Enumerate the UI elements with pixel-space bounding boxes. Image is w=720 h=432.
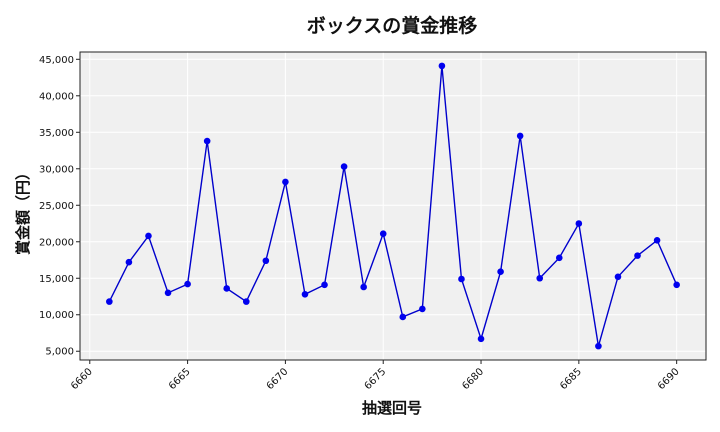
data-point	[555, 254, 563, 262]
x-tick-label: 6675	[363, 366, 389, 392]
data-point	[516, 132, 524, 140]
y-tick-label: 5,000	[45, 347, 74, 358]
data-point	[399, 313, 407, 321]
chart-title: ボックスの賞金推移	[307, 14, 477, 37]
data-point	[653, 237, 661, 244]
y-tick-label: 10,000	[39, 310, 74, 321]
y-tick-label: 30,000	[39, 164, 74, 175]
y-axis-label: 賞金額（円）	[14, 165, 32, 255]
data-point	[301, 291, 309, 298]
data-point	[164, 289, 172, 297]
y-tick-label: 15,000	[39, 274, 74, 285]
series-line	[108, 65, 678, 347]
x-tick-label: 6690	[656, 366, 682, 392]
data-point	[282, 178, 289, 186]
data-point	[673, 281, 680, 289]
data-point	[477, 335, 485, 343]
data-point	[614, 273, 622, 281]
x-tick-label: 6660	[69, 366, 95, 392]
data-point	[106, 298, 113, 305]
x-tick-label: 6685	[558, 366, 584, 392]
data-point	[634, 252, 641, 259]
data-layer	[106, 62, 680, 350]
plot-area	[80, 52, 706, 360]
plot-frame	[79, 51, 707, 361]
grid-lines	[80, 52, 706, 360]
data-point	[536, 274, 544, 282]
x-axis-label: 抽選回号	[362, 399, 422, 417]
data-point	[223, 285, 231, 292]
y-tick-label: 25,000	[39, 201, 74, 212]
data-point	[575, 220, 583, 227]
data-point	[145, 232, 152, 240]
data-point	[340, 163, 348, 170]
data-point	[125, 258, 133, 266]
data-point	[321, 281, 328, 289]
data-point	[242, 298, 250, 305]
data-point	[379, 230, 387, 238]
data-point	[497, 268, 504, 275]
data-point	[595, 342, 602, 350]
data-point	[419, 305, 426, 313]
data-point	[458, 275, 465, 283]
x-tick-label: 6670	[265, 366, 291, 392]
data-point	[203, 137, 211, 145]
data-point	[262, 257, 270, 265]
data-point	[438, 62, 446, 70]
x-tick-label: 6665	[167, 366, 193, 392]
y-tick-label: 35,000	[39, 128, 74, 139]
x-tick-label: 6680	[460, 366, 486, 392]
y-tick-label: 40,000	[39, 91, 74, 102]
y-tick-label: 45,000	[39, 55, 74, 66]
y-tick-label: 20,000	[39, 237, 74, 248]
data-point	[360, 283, 367, 291]
data-point	[184, 280, 191, 288]
